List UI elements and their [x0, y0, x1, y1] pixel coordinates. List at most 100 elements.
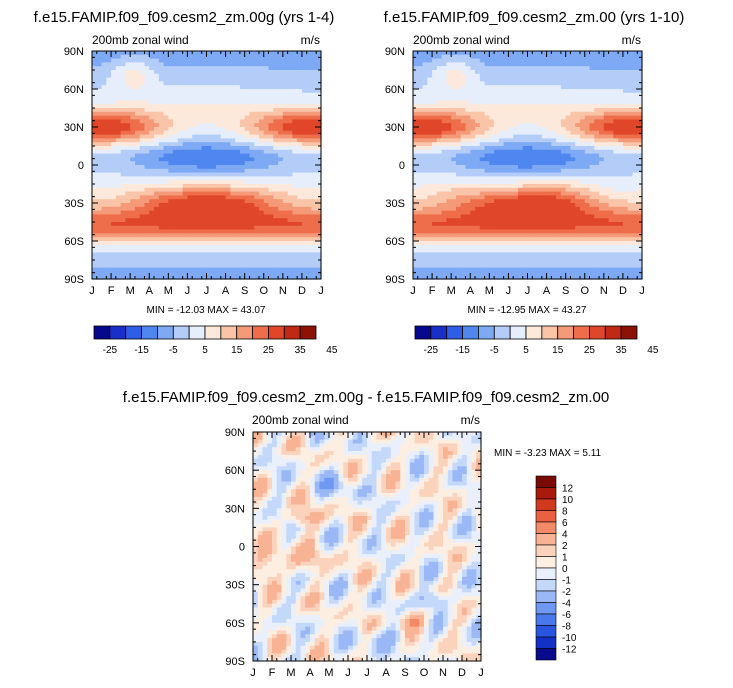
- heatmap-cell: [263, 241, 270, 246]
- heatmap-cell: [589, 70, 595, 75]
- heatmap-cell: [522, 138, 529, 143]
- heatmap-cell: [115, 260, 122, 265]
- heatmap-cell: [106, 241, 112, 246]
- heatmap-cell: [173, 123, 179, 128]
- heatmap-cell: [537, 153, 543, 158]
- heatmap-cell: [436, 138, 443, 143]
- heatmap-cell: [182, 149, 189, 155]
- heatmap-cell: [149, 237, 155, 242]
- heatmap-cell: [613, 184, 619, 189]
- heatmap-cell: [268, 214, 274, 219]
- heatmap-cell: [92, 89, 98, 94]
- heatmap-cell: [96, 161, 103, 166]
- heatmap-cell: [263, 70, 270, 75]
- heatmap-cell: [432, 199, 438, 204]
- heatmap-cell: [216, 256, 222, 261]
- heatmap-cell: [125, 89, 131, 94]
- heatmap-cell: [106, 92, 112, 98]
- heatmap-cell: [455, 119, 462, 124]
- heatmap-cell: [111, 115, 117, 120]
- heatmap-cell: [244, 142, 251, 147]
- heatmap-cell: [163, 267, 169, 272]
- heatmap-cell: [101, 271, 107, 276]
- heatmap-cell: [301, 100, 308, 105]
- heatmap-cell: [273, 248, 279, 253]
- heatmap-cell: [622, 130, 629, 136]
- heatmap-cell: [560, 51, 567, 56]
- heatmap-cell: [139, 206, 146, 212]
- heatmap-cell: [220, 191, 227, 196]
- heatmap-cell: [316, 267, 322, 272]
- heatmap-cell: [556, 115, 562, 120]
- heatmap-cell: [273, 275, 279, 280]
- heatmap-cell: [278, 263, 284, 269]
- heatmap-cell: [154, 134, 160, 139]
- heatmap-cell: [278, 123, 284, 128]
- heatmap-cell: [436, 134, 443, 139]
- heatmap-cell: [258, 210, 265, 215]
- heatmap-cell: [177, 89, 184, 94]
- heatmap-cell: [258, 165, 265, 170]
- heatmap-cell: [201, 51, 208, 56]
- heatmap-cell: [413, 195, 419, 200]
- heatmap-cell: [101, 180, 107, 185]
- heatmap-cell: [106, 165, 112, 170]
- heatmap-cell: [446, 130, 452, 136]
- heatmap-cell: [494, 153, 500, 158]
- heatmap-cell: [494, 142, 500, 147]
- heatmap-cell: [508, 104, 514, 109]
- heatmap-cell: [503, 134, 510, 139]
- heatmap-cell: [244, 146, 251, 151]
- heatmap-cell: [196, 275, 203, 280]
- heatmap-cell: [106, 222, 112, 227]
- heatmap-cell: [125, 237, 131, 242]
- heatmap-cell: [235, 70, 241, 75]
- heatmap-cell: [225, 225, 231, 231]
- heatmap-cell: [173, 108, 179, 113]
- heatmap-cell: [316, 115, 322, 120]
- heatmap-cell: [470, 123, 476, 128]
- heatmap-cell: [517, 62, 524, 67]
- heatmap-cell: [541, 168, 548, 174]
- heatmap-cell: [498, 187, 505, 193]
- heatmap-cell: [182, 134, 189, 139]
- heatmap-cell: [441, 172, 447, 177]
- heatmap-cell: [551, 157, 557, 162]
- heatmap-cell: [216, 119, 222, 124]
- heatmap-cell: [173, 233, 179, 238]
- heatmap-cell: [579, 73, 586, 79]
- heatmap-cell: [484, 184, 490, 189]
- heatmap-cell: [192, 146, 198, 151]
- heatmap-cell: [273, 70, 279, 75]
- heatmap-cell: [489, 172, 495, 177]
- heatmap-cell: [134, 229, 141, 234]
- heatmap-cell: [632, 134, 638, 139]
- heatmap-cell: [211, 241, 217, 246]
- heatmap-cell: [282, 184, 289, 189]
- heatmap-cell: [201, 172, 208, 177]
- heatmap-cell: [575, 199, 581, 204]
- heatmap-cell: [144, 111, 150, 117]
- panel1-title: f.e15.FAMIP.f09_f09.cesm2_zm.00g (yrs 1-…: [34, 9, 335, 26]
- heatmap-cell: [584, 89, 591, 94]
- heatmap-cell: [163, 180, 169, 185]
- heatmap-cell: [532, 123, 538, 128]
- heatmap-cell: [522, 66, 529, 71]
- heatmap-cell: [177, 176, 184, 181]
- heatmap-cell: [475, 180, 481, 185]
- heatmap-cell: [413, 157, 419, 162]
- heatmap-cell: [173, 172, 179, 177]
- heatmap-cell: [115, 134, 122, 139]
- heatmap-cell: [311, 206, 317, 212]
- heatmap-cell: [292, 115, 298, 120]
- heatmap-cell: [201, 77, 208, 82]
- heatmap-cell: [451, 153, 457, 158]
- heatmap-cell: [565, 58, 572, 63]
- heatmap-cell: [154, 229, 160, 234]
- heatmap-cell: [139, 58, 146, 63]
- heatmap-cell: [254, 153, 260, 158]
- heatmap-cell: [144, 184, 150, 189]
- heatmap-cell: [451, 96, 457, 101]
- heatmap-cell: [301, 263, 308, 269]
- heatmap-cell: [306, 252, 313, 257]
